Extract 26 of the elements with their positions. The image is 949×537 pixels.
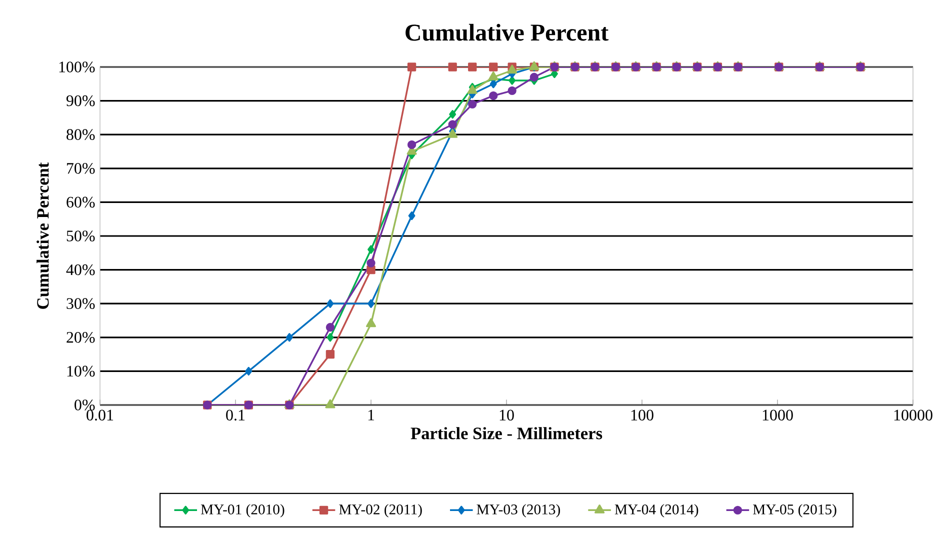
x-tick-label: 100	[631, 410, 654, 420]
chart-title: Cumulative Percent	[406, 24, 608, 41]
y-tick-label: 10%	[67, 366, 95, 377]
legend-label: MY-03 (2013)	[476, 504, 560, 518]
x-tick-label: 0.1	[226, 410, 245, 421]
y-tick-label: 90%	[66, 95, 95, 106]
legend-label: MY-04 (2014)	[614, 504, 698, 518]
y-tick-label: 30%	[66, 298, 95, 310]
y-tick-label: 60%	[66, 196, 95, 208]
x-tick-label: 10	[500, 410, 514, 420]
y-tick-label: 40%	[66, 264, 95, 276]
y-axis-title: Cumulative Percent	[36, 162, 49, 309]
y-tick-label: 0%	[74, 400, 95, 410]
y-tick-label: 70%	[67, 162, 95, 174]
legend-label: MY-01 (2010)	[200, 504, 284, 518]
y-tick-label: 50%	[66, 230, 95, 242]
y-tick-label: 100%	[59, 62, 95, 72]
y-tick-label: 80%	[66, 129, 95, 140]
x-tick-label: 10000	[894, 410, 932, 420]
x-tick-label: 0.01	[86, 410, 114, 421]
legend-label: MY-02 (2011)	[339, 504, 422, 518]
x-axis-title: Particle Size - Millimeters	[410, 427, 602, 440]
legend-label: MY-05 (2015)	[753, 504, 836, 518]
y-tick-label: 20%	[66, 332, 95, 343]
x-tick-label: 1000	[762, 410, 793, 420]
x-tick-label: 1	[368, 410, 374, 420]
